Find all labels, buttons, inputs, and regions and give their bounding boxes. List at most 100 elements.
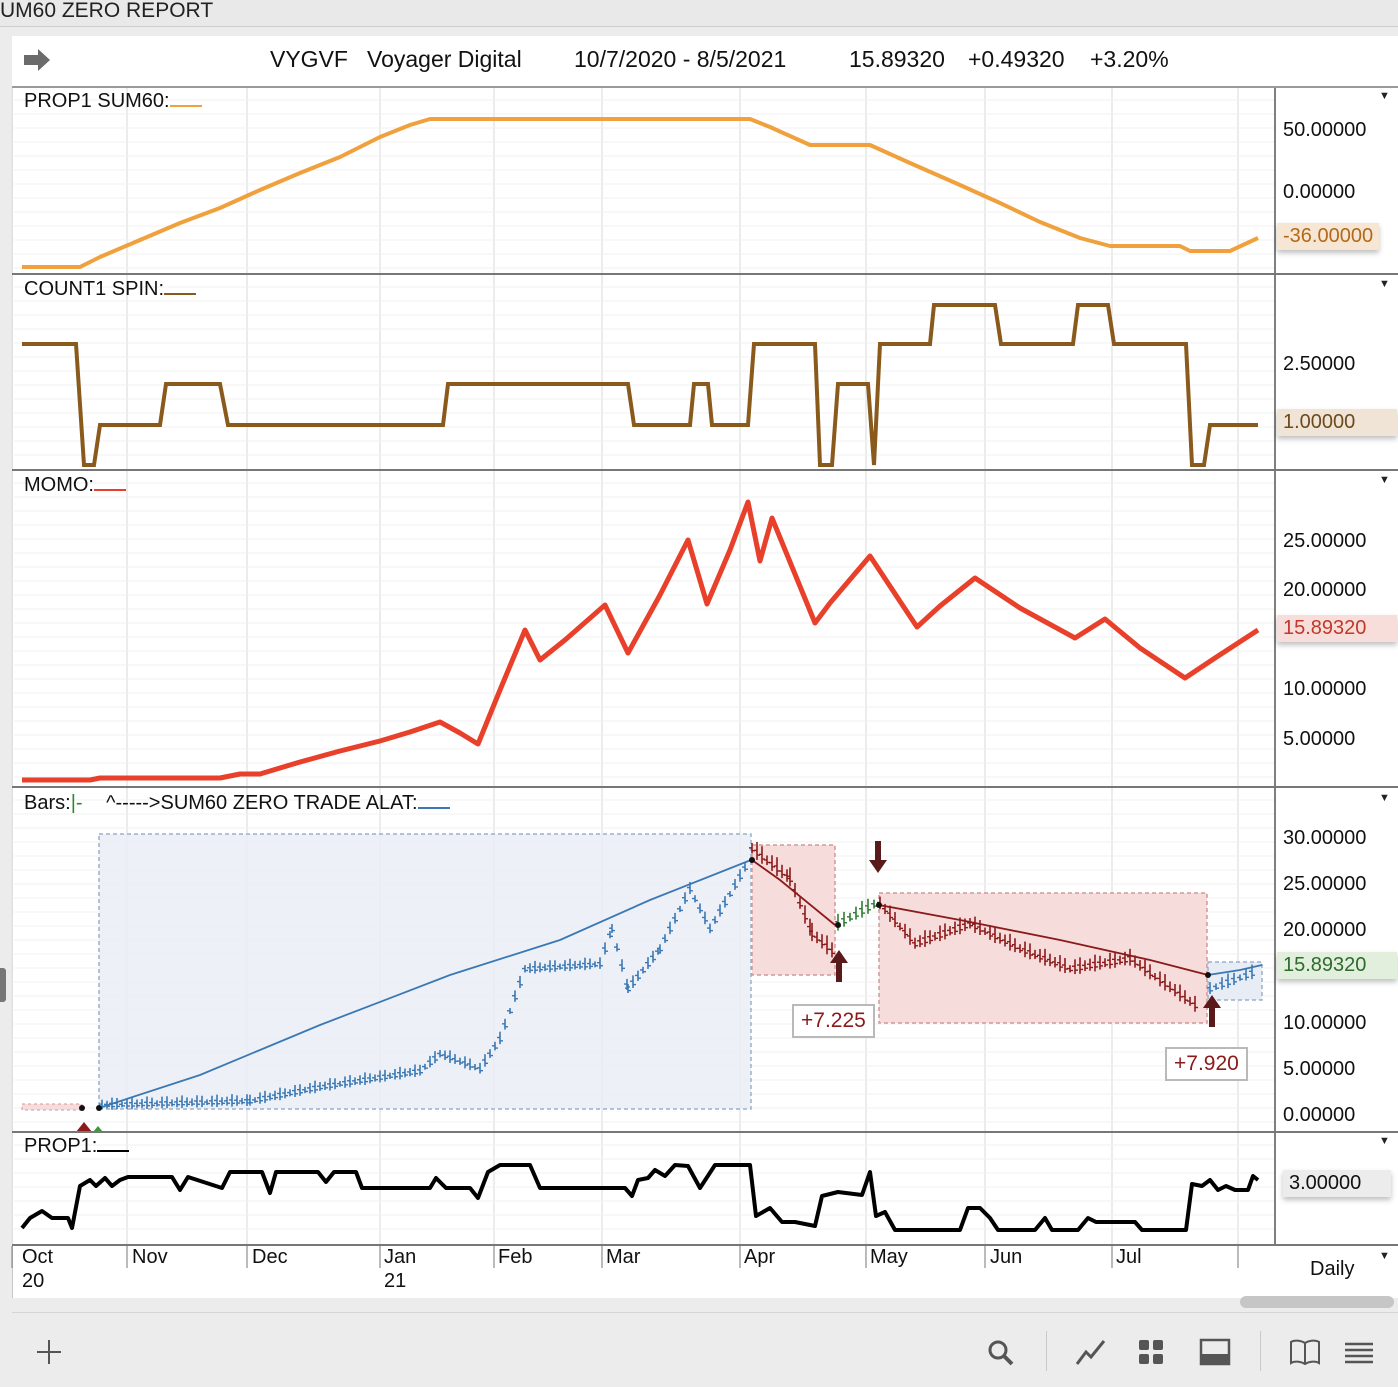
momo-panel	[22, 499, 1260, 783]
short-trade-region	[878, 892, 1208, 1024]
scale-label: 25.00000	[1283, 530, 1367, 552]
month-label: Nov	[132, 1246, 168, 1268]
scale-label: 10.00000	[1283, 1012, 1367, 1034]
month-label: Mar	[606, 1246, 641, 1268]
value-badge: 1.00000	[1277, 409, 1397, 436]
long-trade-region	[1207, 961, 1263, 1001]
panel-menu-caret[interactable]: ▼	[1379, 792, 1390, 804]
prop1-label: PROP1:	[24, 1135, 130, 1158]
short-trade-line	[751, 859, 836, 926]
chart-canvas[interactable]	[0, 0, 1398, 1300]
trade-entry-dot	[876, 902, 882, 908]
toolbar-divider	[1046, 1331, 1047, 1371]
menu-icon[interactable]	[1342, 1337, 1376, 1367]
panel-menu-caret[interactable]: ▼	[1379, 90, 1390, 102]
panel-layout-icon[interactable]	[1198, 1337, 1232, 1367]
prop1-sum60-panel	[22, 117, 1259, 269]
panel-menu-caret[interactable]: ▼	[1379, 1135, 1390, 1147]
year-label: 21	[384, 1270, 407, 1292]
symbol-ticker: VYGVF	[270, 46, 348, 72]
count1-spin-panel	[22, 303, 1258, 467]
value-badge: -36.00000	[1277, 223, 1380, 250]
trade-profit-label: +7.920	[1165, 1047, 1248, 1081]
scale-label: 30.00000	[1283, 827, 1367, 849]
scale-label: 5.00000	[1283, 728, 1356, 750]
trade-entry-dot	[1205, 972, 1211, 978]
value-badge: 15.89320	[1277, 615, 1397, 642]
window-title-bar: UM60 ZERO REPORT	[0, 0, 1398, 27]
symbol-name: Voyager Digital	[367, 46, 522, 72]
momo-label: MOMO:	[24, 474, 126, 497]
search-icon[interactable]	[984, 1337, 1018, 1367]
buy-arrow	[93, 1126, 103, 1132]
last-price: 15.89320	[849, 46, 945, 72]
month-label: Feb	[498, 1246, 533, 1268]
month-label: Apr	[744, 1246, 776, 1268]
forward-arrow-icon[interactable]	[22, 48, 52, 72]
line-chart-icon[interactable]	[1074, 1337, 1108, 1367]
price-change: +0.49320	[968, 46, 1065, 72]
trade-entry-dot	[96, 1105, 102, 1111]
interval-menu-caret[interactable]: ▼	[1379, 1250, 1390, 1262]
bottom-toolbar	[12, 1312, 1398, 1387]
bars-panel	[21, 833, 1263, 1132]
trade-entry-dot	[79, 1105, 85, 1111]
price-change-pct: +3.20%	[1090, 46, 1169, 72]
toolbar-divider	[1260, 1331, 1261, 1371]
buy-arrow	[1203, 995, 1221, 1027]
resize-handle[interactable]	[0, 968, 6, 1002]
long-trade-line	[1207, 964, 1263, 976]
trade-entry-dot	[749, 857, 755, 863]
panel-separator[interactable]	[12, 1131, 1398, 1133]
date-range: 10/7/2020 - 8/5/2021	[574, 46, 787, 72]
add-icon[interactable]	[32, 1337, 66, 1367]
horizontal-scrollbar[interactable]	[1240, 1296, 1394, 1308]
grid-icon[interactable]	[1134, 1337, 1168, 1367]
trade-entry-dot	[835, 922, 841, 928]
value-badge: 15.89320	[1277, 952, 1397, 979]
buy-arrow	[76, 1122, 92, 1132]
scale-label: 2.50000	[1283, 353, 1356, 375]
scale-label: 0.00000	[1283, 181, 1356, 203]
buy-arrow	[830, 950, 848, 982]
scale-label: 3.00000	[1283, 1170, 1391, 1197]
short-trade-line	[878, 904, 1209, 976]
scale-label: 5.00000	[1283, 1058, 1356, 1080]
scale-label: 20.00000	[1283, 919, 1367, 941]
month-label: Jul	[1116, 1246, 1142, 1268]
month-label: Jan	[384, 1246, 417, 1268]
panel-menu-caret[interactable]: ▼	[1379, 474, 1390, 486]
panel-separator[interactable]	[12, 273, 1398, 275]
count1-spin-line	[22, 303, 1258, 467]
panel-menu-caret[interactable]: ▼	[1379, 278, 1390, 290]
long-trade-line	[98, 859, 752, 1109]
month-label: Jun	[990, 1246, 1023, 1268]
symbol-header: VYGVF Voyager Digital 10/7/2020 - 8/5/20…	[12, 36, 1398, 88]
month-label: May	[870, 1246, 908, 1268]
count1-spin-label: COUNT1 SPIN:	[24, 278, 197, 301]
scale-label: 25.00000	[1283, 873, 1367, 895]
bars-label: Bars:|- ^----->SUM60 ZERO TRADE ALAT:	[24, 792, 450, 815]
scale-label: 10.00000	[1283, 678, 1367, 700]
window-title: UM60 ZERO REPORT	[0, 0, 214, 22]
month-label: Dec	[252, 1246, 288, 1268]
year-label: 20	[22, 1270, 45, 1292]
scale-label: 0.00000	[1283, 1104, 1356, 1126]
prop1-line	[20, 1163, 1260, 1232]
interval-selector[interactable]: Daily	[1310, 1258, 1355, 1280]
trade-profit-label: +7.225	[792, 1004, 875, 1038]
prop1-sum60-line	[22, 117, 1259, 269]
prop1-panel	[20, 1163, 1260, 1232]
prop1-sum60-label: PROP1 SUM60:	[24, 90, 202, 113]
momo-line	[22, 499, 1260, 783]
short-trade-region	[751, 844, 836, 976]
book-icon[interactable]	[1288, 1337, 1322, 1367]
sell-arrow	[869, 841, 887, 873]
month-label: Oct	[22, 1246, 54, 1268]
short-trade-region	[21, 1103, 83, 1111]
panel-separator[interactable]	[12, 469, 1398, 471]
scale-label: 20.00000	[1283, 579, 1367, 601]
scale-label: 50.00000	[1283, 119, 1367, 141]
time-axis-separator	[12, 1244, 1398, 1246]
panel-separator[interactable]	[12, 786, 1398, 788]
